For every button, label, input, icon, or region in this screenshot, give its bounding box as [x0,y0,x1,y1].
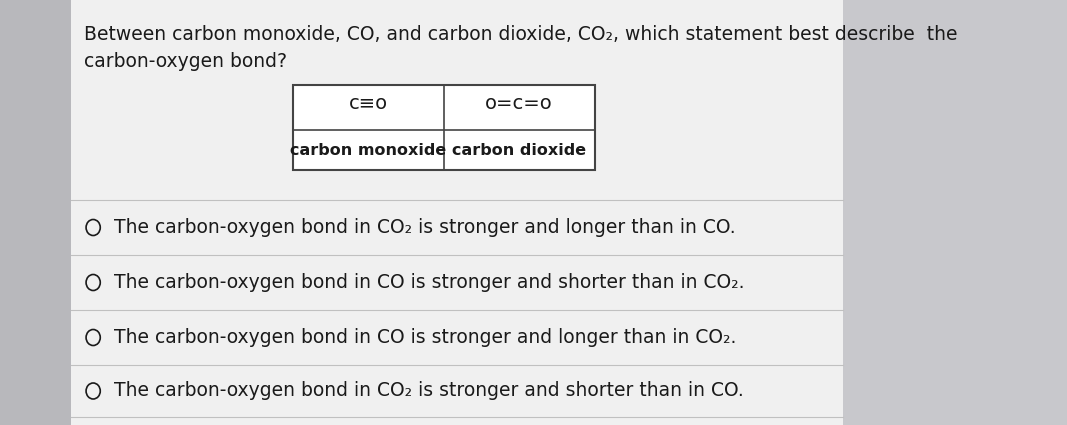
Bar [292,85,594,170]
Text: carbon monoxide: carbon monoxide [290,142,446,158]
Text: The carbon-oxygen bond in CO is stronger and longer than in CO₂.: The carbon-oxygen bond in CO is stronger… [113,328,736,347]
Bar [71,0,843,425]
Text: The carbon-oxygen bond in CO₂ is stronger and shorter than in CO.: The carbon-oxygen bond in CO₂ is stronge… [113,382,744,400]
Text: The carbon-oxygen bond in CO is stronger and shorter than in CO₂.: The carbon-oxygen bond in CO is stronger… [113,273,744,292]
Bar [0,0,71,425]
Text: carbon dioxide: carbon dioxide [452,142,586,158]
Text: The carbon-oxygen bond in CO₂ is stronger and longer than in CO.: The carbon-oxygen bond in CO₂ is stronge… [113,218,735,237]
Text: carbon-oxygen bond?: carbon-oxygen bond? [84,52,287,71]
Text: o=c=o: o=c=o [485,94,553,113]
Text: Between carbon monoxide, CO, and carbon dioxide, CO₂, which statement best descr: Between carbon monoxide, CO, and carbon … [84,25,958,44]
Text: c≡o: c≡o [349,94,387,113]
